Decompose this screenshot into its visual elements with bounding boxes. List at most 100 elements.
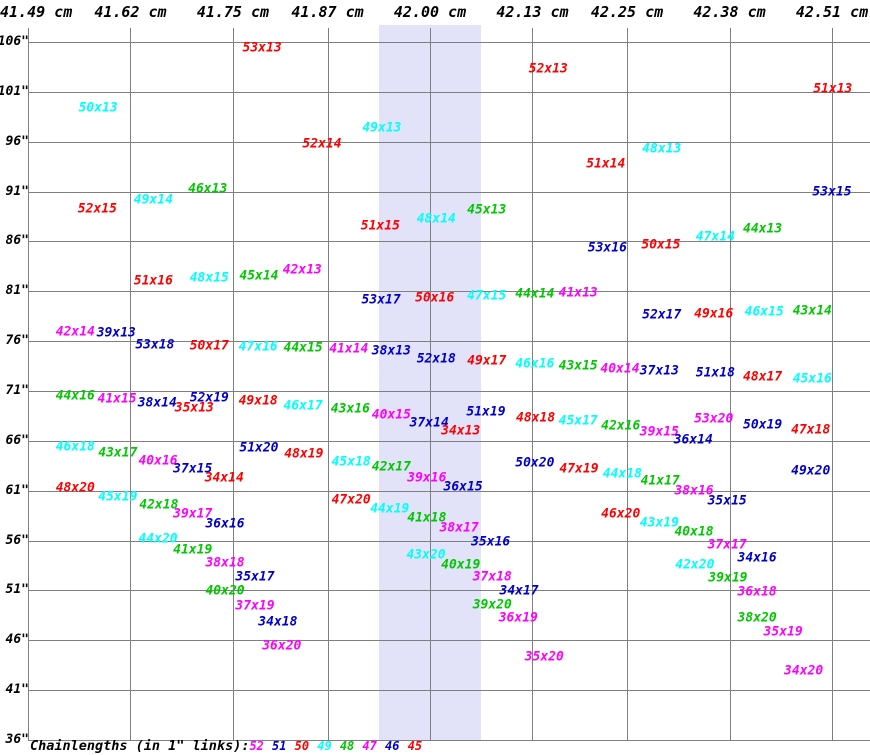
gear-point-label: 48x20	[55, 480, 95, 496]
y-tick-label: 36"	[5, 732, 29, 747]
gear-point-label: 50x13	[78, 100, 118, 116]
gear-point-label: 37x18	[472, 569, 512, 585]
gear-point-label: 43x20	[406, 547, 446, 563]
gear-point-label: 53x16	[587, 240, 627, 256]
gear-point-label: 51x14	[586, 156, 626, 172]
gear-point-label: 48x14	[416, 211, 456, 227]
horizontal-gridline	[28, 241, 870, 242]
gear-point-label: 34x17	[499, 583, 539, 599]
gear-point-label: 43x15	[558, 358, 598, 374]
gear-point-label: 36x14	[673, 432, 713, 448]
gear-point-label: 47x18	[791, 422, 831, 438]
gear-point-label: 38x16	[674, 483, 714, 499]
gear-point-label: 38x18	[205, 555, 245, 570]
gear-point-label: 53x18	[135, 337, 175, 353]
gear-point-label: 39x20	[472, 597, 512, 613]
gear-point-label: 40x16	[138, 453, 178, 469]
gear-point-label: 40x19	[441, 557, 481, 572]
horizontal-gridline	[28, 640, 870, 641]
horizontal-gridline	[28, 341, 870, 342]
gear-point-label: 38x14	[137, 395, 177, 411]
gear-point-label: 35x16	[471, 534, 511, 550]
gear-point-label: 35x20	[524, 649, 564, 665]
gear-point-label: 51x13	[813, 81, 853, 97]
gear-point-label: 38x17	[439, 520, 479, 536]
y-tick-label: 71"	[5, 383, 29, 398]
horizontal-gridline	[28, 391, 870, 392]
y-tick-label: 46"	[5, 632, 29, 648]
y-tick-label: 41"	[5, 682, 29, 698]
gear-point-label: 37x15	[173, 461, 213, 477]
gear-point-label: 50x19	[743, 417, 783, 433]
vertical-gridline	[532, 28, 533, 740]
gear-point-label: 46x15	[744, 304, 784, 320]
gear-point-label: 46x18	[55, 439, 95, 455]
gear-point-label: 50x20	[515, 455, 555, 471]
horizontal-gridline	[28, 192, 870, 193]
horizontal-gridline	[28, 92, 870, 93]
vertical-gridline	[430, 28, 431, 740]
gear-point-label: 45x16	[792, 371, 832, 387]
gear-point-label: 46x17	[283, 398, 323, 414]
x-tick-label: 41.87 cm	[291, 3, 364, 21]
gear-point-label: 35x19	[763, 624, 803, 640]
gear-point-label: 52x19	[189, 390, 229, 406]
gear-point-label: 34x13	[441, 423, 481, 439]
legend-chainlength-value: 47	[362, 739, 377, 753]
gear-point-label: 47x14	[695, 229, 735, 245]
gear-point-label: 52x13	[528, 61, 568, 77]
gear-point-label: 42x17	[371, 459, 411, 475]
x-tick-label: 42.25 cm	[590, 3, 664, 21]
x-tick-label: 42.13 cm	[496, 3, 569, 21]
gear-point-label: 43x14	[792, 303, 832, 319]
gear-point-label: 50x16	[415, 290, 455, 306]
y-tick-label: 81"	[5, 283, 29, 299]
gear-point-label: 41x19	[173, 542, 213, 558]
legend-chainlength-value: 45	[407, 739, 423, 753]
gear-point-label: 41x17	[640, 473, 680, 489]
gear-point-label: 35x15	[707, 493, 747, 509]
x-tick-label: 41.62 cm	[94, 3, 167, 21]
gear-point-label: 52x17	[642, 307, 682, 323]
gear-point-label: 37x17	[707, 537, 747, 553]
vertical-gridline	[28, 28, 29, 740]
gear-point-label: 38x13	[371, 343, 411, 359]
gear-point-label: 42x14	[55, 324, 95, 340]
y-tick-label: 86"	[5, 233, 29, 249]
x-tick-label: 41.75 cm	[196, 3, 270, 21]
x-tick-label: 42.00 cm	[393, 3, 467, 21]
gear-point-label: 44x16	[55, 388, 95, 404]
y-tick-label: 56"	[5, 532, 29, 548]
gear-point-label: 42x18	[139, 497, 179, 513]
gear-point-label: 43x19	[639, 515, 679, 531]
legend-chainlength-value: 49	[317, 739, 332, 753]
gear-point-label: 39x13	[96, 325, 136, 341]
gear-point-label: 53x13	[242, 40, 282, 56]
gear-point-label: 36x18	[737, 584, 777, 600]
gear-point-label: 41x13	[558, 285, 598, 301]
horizontal-gridline	[28, 142, 870, 143]
gear-point-label: 44x19	[370, 501, 410, 517]
gear-point-label: 45x17	[558, 413, 598, 429]
gear-point-label: 45x13	[467, 202, 507, 218]
gear-point-label: 35x17	[235, 569, 275, 585]
gear-point-label: 51x16	[133, 273, 173, 289]
gear-point-label: 39x15	[639, 424, 679, 440]
gear-point-label: 38x20	[737, 610, 777, 626]
gear-point-label: 47x19	[559, 461, 599, 477]
gear-point-label: 49x18	[238, 393, 278, 409]
gear-point-label: 46x13	[188, 181, 228, 197]
gear-point-label: 42x20	[675, 557, 715, 572]
gear-point-label: 36x16	[205, 516, 245, 532]
gear-point-label: 48x18	[516, 410, 556, 426]
horizontal-gridline	[28, 42, 870, 43]
gear-point-label: 41x14	[329, 341, 369, 357]
gear-point-label: 40x18	[674, 524, 714, 540]
gear-point-label: 50x15	[641, 237, 681, 253]
gear-point-label: 43x16	[330, 401, 370, 417]
gear-point-label: 44x14	[515, 286, 555, 302]
gear-point-label: 41x15	[97, 391, 137, 407]
gear-point-label: 36x15	[443, 479, 483, 495]
gear-point-label: 42x16	[601, 418, 641, 434]
